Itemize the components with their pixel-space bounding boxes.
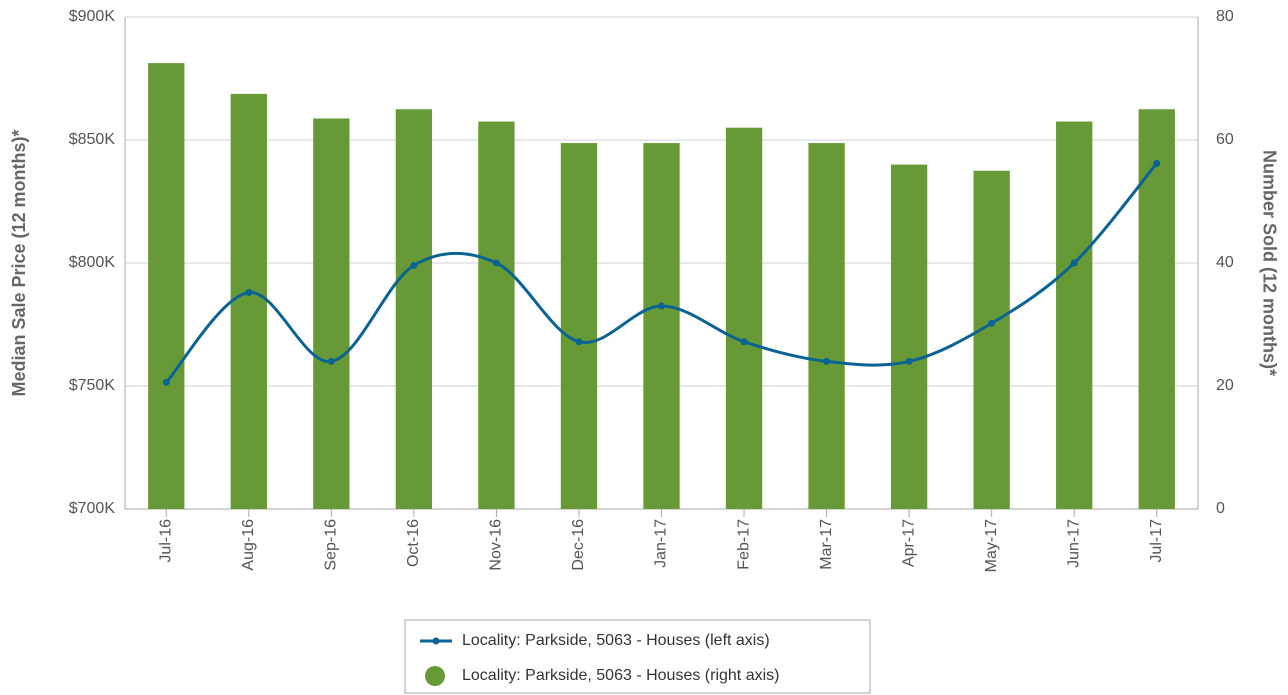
legend-box [404,619,871,694]
bar [230,93,267,509]
line-point [988,319,996,327]
line-point [410,261,418,269]
x-tick-label: Oct-16 [405,519,422,567]
x-tick-label: Jan-17 [653,519,670,568]
x-tick-label: Jul-16 [157,519,174,563]
line-point [492,259,500,267]
line-point [575,338,583,346]
y-tick-label: $750K [69,377,116,394]
x-tick-label: Nov-16 [488,519,505,571]
y2-tick-label: 80 [1216,8,1234,25]
bar [313,118,350,509]
bar [478,121,515,510]
y2-tick-label: 40 [1216,254,1234,271]
legend-marker [432,637,440,645]
y2-tick-label: 0 [1216,500,1225,517]
bar [1138,109,1175,509]
x-tick-label: Aug-16 [240,519,257,571]
bar [973,170,1010,509]
x-tick-label: Dec-16 [570,519,587,571]
y-tick-label: $900K [69,8,116,25]
bar [890,164,928,509]
y-tick-label: $800K [69,254,116,271]
bar [395,109,433,509]
line-point [658,302,665,310]
x-tick-label: Sep-16 [323,519,340,571]
y2-axis-title: Number Sold (12 months)* [1259,150,1279,376]
bar [148,63,185,509]
line-point [1153,159,1161,167]
y-tick-label: $700K [69,500,116,517]
y2-tick-label: 20 [1216,377,1234,394]
line-point [162,378,170,386]
line-point [823,357,831,365]
legend-marker [425,666,445,686]
legend-label: Locality: Parkside, 5063 - Houses (left … [462,632,770,649]
x-tick-label: Mar-17 [818,519,835,570]
line-point [1070,259,1078,267]
bar [725,127,763,509]
x-tick-label: Jul-17 [1148,519,1165,563]
y-axis-title: Median Sale Price (12 months)* [9,129,29,396]
line-point [327,357,335,365]
y2-tick-label: 60 [1216,131,1234,148]
bar [643,143,680,509]
legend-label: Locality: Parkside, 5063 - Houses (right… [462,667,779,684]
y-tick-label: $850K [69,131,116,148]
x-tick-label: May-17 [983,519,1000,572]
x-tick-label: Jun-17 [1065,519,1082,568]
line-point [245,289,253,297]
line-point [905,357,913,365]
bar [560,143,598,509]
bar [1056,121,1093,510]
x-tick-label: Apr-17 [900,519,917,567]
x-tick-label: Feb-17 [735,519,752,570]
line-point [740,338,748,346]
bar [808,143,845,509]
